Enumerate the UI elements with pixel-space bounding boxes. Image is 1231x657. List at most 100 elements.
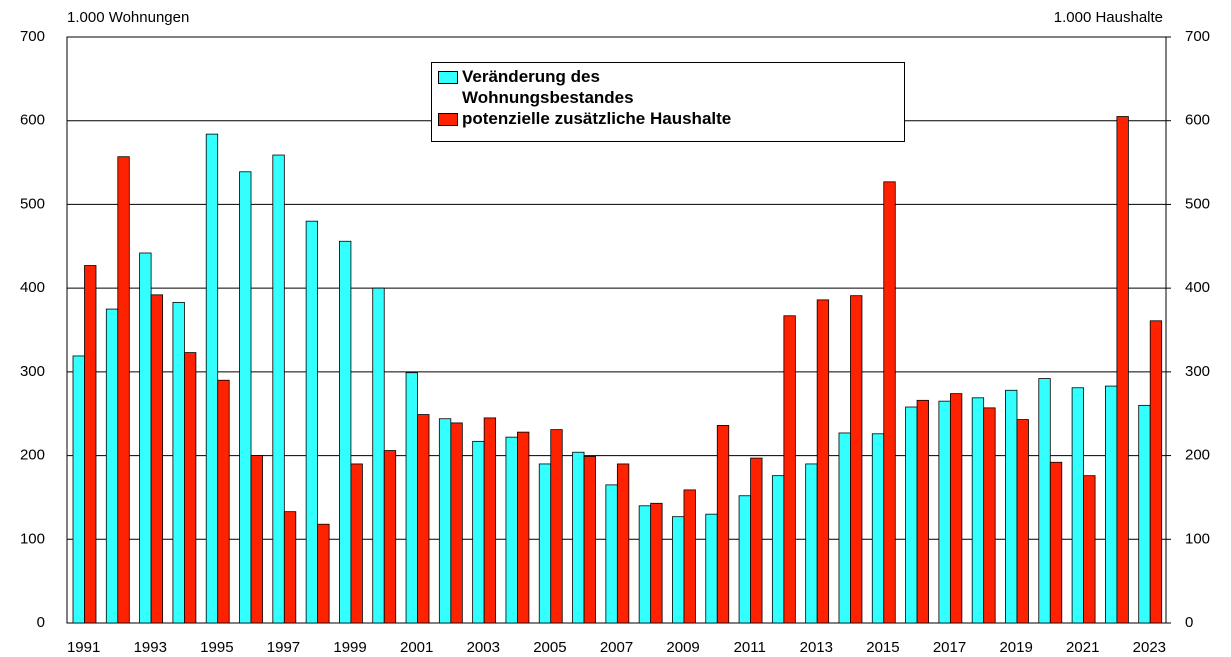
legend-swatch [438, 71, 458, 84]
bar [84, 265, 97, 624]
bar [750, 457, 763, 624]
x-tick-label: 2013 [800, 639, 833, 656]
x-tick-label: 2003 [467, 639, 500, 656]
y-tick-label: 400 [20, 279, 45, 296]
bar [383, 450, 397, 624]
y2-tick-label: 100 [1185, 530, 1210, 547]
bar [1138, 404, 1151, 624]
y-tick-label: 0 [37, 614, 45, 631]
bar [605, 484, 618, 624]
x-tick-label: 1997 [267, 639, 300, 656]
bar [871, 433, 885, 624]
bar [117, 156, 130, 624]
y-tick-label: 300 [20, 363, 45, 380]
bar [1016, 419, 1029, 624]
bar [205, 133, 219, 624]
legend-item: Veränderung des Wohnungsbestandes [438, 66, 898, 108]
bar [72, 355, 85, 624]
y-axis-label: 1.000 Wohnungen [67, 9, 189, 26]
x-tick-label: 2019 [999, 639, 1032, 656]
bar [517, 431, 530, 624]
legend-label: potenzielle zusätzliche Haushalte [462, 109, 732, 128]
bar [105, 308, 119, 624]
x-tick-label: 2011 [734, 639, 766, 656]
x-tick-label: 2009 [666, 639, 699, 656]
bar [983, 407, 996, 624]
x-tick-label: 2001 [400, 639, 433, 656]
bar [672, 516, 685, 624]
y2-tick-label: 600 [1185, 112, 1210, 129]
bar [783, 315, 796, 624]
y-tick-label: 500 [20, 195, 45, 212]
y2-tick-label: 300 [1185, 363, 1210, 380]
bar [1083, 475, 1096, 624]
legend-label: Veränderung des Wohnungsbestandes [462, 67, 634, 107]
bar [139, 252, 152, 624]
y2-tick-label: 0 [1185, 614, 1193, 631]
bar [583, 456, 596, 624]
bar [916, 399, 929, 624]
bar [417, 414, 430, 624]
y2-tick-label: 500 [1185, 195, 1210, 212]
bar [650, 502, 663, 624]
bar [971, 397, 985, 624]
y2-tick-label: 700 [1185, 28, 1210, 45]
legend-swatch [438, 113, 458, 126]
bar [1038, 378, 1051, 624]
bar [339, 240, 352, 624]
bar [616, 463, 630, 624]
x-tick-label: 1993 [134, 639, 167, 656]
bar [1049, 461, 1063, 624]
y-tick-label: 100 [20, 530, 45, 547]
bar [372, 287, 385, 624]
bar [250, 455, 263, 624]
bar [283, 511, 297, 624]
y2-tick-label: 200 [1185, 447, 1210, 464]
y2-axis-label: 1.000 Haushalte [1054, 9, 1163, 26]
bar [184, 352, 197, 624]
x-tick-label: 2017 [933, 639, 966, 656]
bar [816, 299, 830, 624]
bar [1116, 116, 1129, 624]
y-tick-label: 600 [20, 112, 45, 129]
legend: Veränderung des Wohnungsbestandes potenzi… [431, 62, 905, 142]
bar [1104, 385, 1118, 624]
bar [538, 463, 552, 624]
bar [838, 432, 851, 624]
bar [450, 422, 463, 624]
bar [771, 475, 785, 624]
bar [217, 379, 230, 624]
y-tick-label: 200 [20, 447, 45, 464]
bar [949, 393, 963, 624]
bar [317, 523, 330, 624]
x-tick-label: 1991 [67, 639, 100, 656]
y2-tick-label: 400 [1185, 279, 1210, 296]
x-tick-label: 2023 [1133, 639, 1166, 656]
bar [938, 400, 951, 624]
bar [405, 372, 418, 624]
bar [483, 417, 497, 624]
bar [716, 425, 730, 624]
bar [1071, 387, 1084, 624]
x-tick-label: 2021 [1066, 639, 1099, 656]
bar [883, 181, 896, 624]
y-tick-label: 700 [20, 28, 45, 45]
bar [505, 436, 518, 624]
bar [550, 429, 563, 624]
bar [683, 489, 696, 624]
x-tick-label: 2005 [533, 639, 566, 656]
x-tick-label: 1999 [333, 639, 366, 656]
bar [150, 294, 164, 624]
bar [1149, 320, 1163, 624]
bar [172, 301, 185, 624]
bar [705, 513, 718, 624]
bar [472, 440, 485, 624]
bar [572, 451, 585, 624]
bar [1005, 389, 1018, 624]
x-tick-label: 2007 [600, 639, 633, 656]
bar [805, 463, 818, 624]
bar [305, 220, 319, 624]
bar [850, 295, 863, 624]
